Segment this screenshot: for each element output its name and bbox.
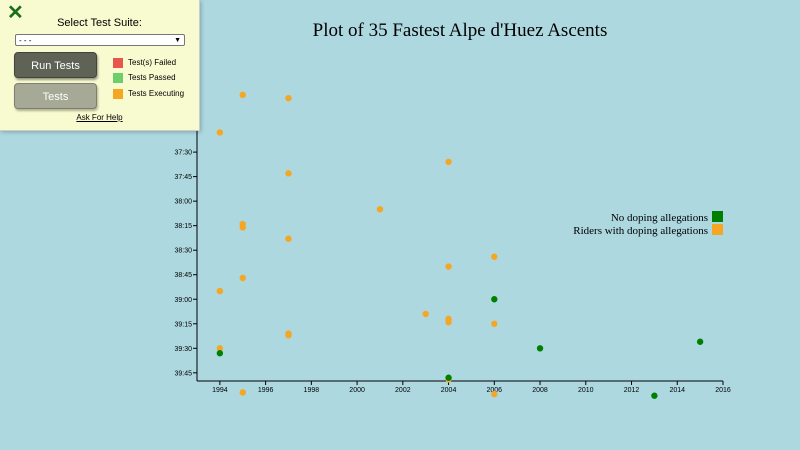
y-tick-label: 38:30: [174, 248, 192, 255]
doping-rider-point[interactable]: [239, 91, 246, 99]
doping-rider-point[interactable]: [422, 310, 429, 318]
x-tick-label: 2016: [715, 387, 731, 394]
doping-rider-point[interactable]: [445, 318, 452, 326]
doping-rider-point[interactable]: [376, 206, 384, 213]
doping-rider-point[interactable]: [285, 235, 292, 242]
x-tick-label: 1996: [258, 387, 274, 394]
x-tick-label: 1994: [212, 387, 228, 394]
clean-rider-point[interactable]: [216, 350, 224, 357]
doping-rider-point[interactable]: [491, 253, 498, 260]
chevron-down-icon: ▼: [174, 37, 181, 44]
tests-button[interactable]: Tests: [14, 83, 97, 109]
y-tick-label: 38:15: [174, 223, 192, 230]
executing-swatch: [113, 88, 123, 99]
doping-rider-point[interactable]: [285, 332, 292, 339]
doping-rider-point[interactable]: [491, 390, 498, 398]
chart-axes: 1994 1996 1998 2000 2002 2004 2006 2008 2010 2012…: [174, 54, 731, 394]
x-tick-label: 1998: [304, 387, 320, 394]
y-tick-label: 39:00: [174, 297, 192, 304]
doping-rider-point[interactable]: [216, 345, 224, 352]
passed-label: Tests Passed: [128, 73, 176, 82]
x-tick-label: 2010: [578, 387, 594, 394]
close-icon[interactable]: ✕: [7, 2, 24, 24]
status-executing-legend: Tests Executing: [113, 88, 184, 100]
doping-rider-point[interactable]: [239, 274, 246, 282]
x-tick-label: 2012: [624, 387, 640, 394]
y-tick-label: 37:45: [174, 174, 192, 181]
failed-label: Test(s) Failed: [128, 58, 177, 67]
doping-rider-point[interactable]: [445, 263, 452, 270]
legend-label-clean: No doping allegations: [611, 212, 708, 224]
doping-rider-point[interactable]: [216, 129, 224, 136]
doping-rider-point[interactable]: [285, 170, 292, 177]
y-tick-label: 38:00: [174, 199, 192, 206]
doping-rider-point[interactable]: [239, 224, 246, 231]
clean-rider-point[interactable]: [536, 345, 544, 352]
doping-rider-point[interactable]: [491, 320, 498, 327]
x-tick-label: 2004: [441, 387, 457, 394]
doping-rider-point[interactable]: [216, 287, 224, 295]
chart-legend: No doping allegations Riders with doping…: [573, 211, 723, 237]
executing-label: Tests Executing: [128, 89, 185, 98]
test-suite-select-value: - - -: [19, 36, 32, 45]
y-tick-label: 39:30: [174, 346, 192, 353]
y-tick-label: 37:30: [174, 150, 192, 157]
test-panel: ✕ Select Test Suite: - - - ▼ Run Tests T…: [0, 0, 200, 131]
chart-title: Plot of 35 Fastest Alpe d'Huez Ascents: [313, 20, 608, 41]
clean-rider-point[interactable]: [651, 392, 658, 399]
doping-rider-point[interactable]: [445, 158, 452, 166]
ask-for-help-link[interactable]: Ask For Help: [76, 113, 123, 122]
legend-swatch-doping: [712, 224, 723, 235]
doping-rider-point[interactable]: [285, 94, 292, 102]
legend-swatch-clean: [712, 211, 723, 222]
doping-rider-point[interactable]: [239, 389, 246, 396]
passed-swatch: [113, 72, 123, 83]
x-tick-label: 2000: [349, 387, 365, 394]
clean-rider-point[interactable]: [491, 296, 498, 303]
x-tick-label: 2002: [395, 387, 411, 394]
select-test-suite-label: Select Test Suite:: [57, 17, 142, 29]
run-tests-button[interactable]: Run Tests: [14, 52, 97, 78]
x-tick-label: 2006: [487, 387, 503, 394]
status-failed-legend: Test(s) Failed: [113, 57, 176, 69]
clean-rider-point[interactable]: [445, 374, 452, 381]
x-tick-label: 2008: [532, 387, 548, 394]
y-tick-label: 39:45: [174, 370, 192, 377]
test-suite-select[interactable]: - - - ▼: [15, 34, 185, 46]
y-tick-label: 38:45: [174, 272, 192, 279]
clean-rider-point[interactable]: [696, 338, 704, 345]
failed-swatch: [113, 57, 123, 68]
legend-label-doping: Riders with doping allegations: [573, 225, 708, 237]
status-passed-legend: Tests Passed: [113, 72, 176, 84]
y-tick-label: 39:15: [174, 321, 192, 328]
chart-points: [216, 91, 704, 399]
x-tick-label: 2014: [669, 387, 685, 394]
